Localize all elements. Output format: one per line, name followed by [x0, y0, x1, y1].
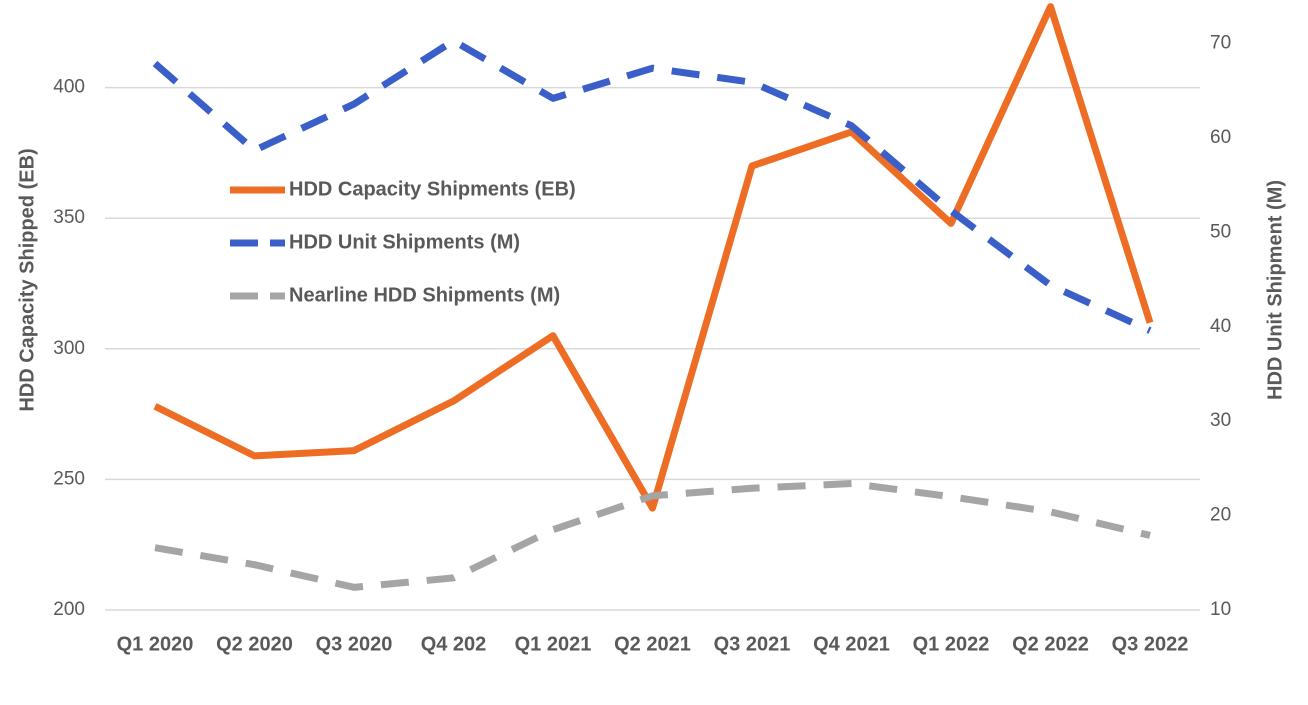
- x-tick-label: Q1 2021: [515, 633, 592, 655]
- y2-tick-label: 60: [1210, 127, 1231, 148]
- x-tick-label: Q3 2021: [714, 633, 791, 655]
- y2-tick-label: 50: [1210, 221, 1231, 242]
- legend-label: HDD Unit Shipments (M): [289, 231, 520, 253]
- y2-tick-label: 10: [1210, 599, 1231, 620]
- x-tick-label: Q1 2020: [117, 633, 194, 655]
- x-tick-label: Q2 2021: [614, 633, 691, 655]
- y2-tick-label: 70: [1210, 33, 1231, 54]
- series-line: [153, 3, 1154, 512]
- y2-tick-label: 40: [1210, 316, 1231, 337]
- y-tick-label: 250: [53, 468, 85, 489]
- y-axis-title: HDD Capacity Shipped (EB): [16, 148, 38, 411]
- y-tick-label: 300: [53, 338, 85, 359]
- y-tick-label: 400: [53, 77, 85, 98]
- y-tick-label: 350: [53, 207, 85, 228]
- x-tick-label: Q2 2020: [216, 633, 293, 655]
- y2-axis-title: HDD Unit Shipment (M): [1264, 180, 1286, 400]
- series-line: [154, 480, 1151, 591]
- legend-label: Nearline HDD Shipments (M): [289, 284, 560, 306]
- x-tick-label: Q2 2022: [1012, 633, 1089, 655]
- legend-label: HDD Capacity Shipments (EB): [289, 178, 576, 200]
- x-tick-label: Q3 2020: [316, 633, 393, 655]
- x-tick-label: Q1 2022: [913, 633, 990, 655]
- y-tick-label: 200: [53, 599, 85, 620]
- x-tick-label: Q3 2022: [1112, 633, 1189, 655]
- x-tick-label: Q4 202: [421, 633, 487, 655]
- x-tick-label: Q4 2021: [813, 633, 890, 655]
- y2-tick-label: 30: [1210, 410, 1231, 431]
- series-line: [152, 37, 1152, 334]
- y2-tick-label: 20: [1210, 505, 1231, 526]
